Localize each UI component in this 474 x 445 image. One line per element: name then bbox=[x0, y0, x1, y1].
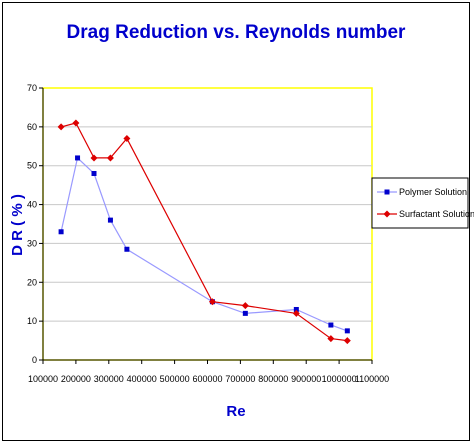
polymer-solution-point bbox=[58, 229, 64, 235]
surfactant-solution-point bbox=[343, 337, 351, 345]
y-tick-labels: 0 10 20 30 40 50 60 70 bbox=[27, 83, 43, 365]
x-tick-label: 700000 bbox=[225, 374, 255, 384]
x-tick-label: 900000 bbox=[291, 374, 321, 384]
polymer-solution-point bbox=[328, 322, 334, 328]
polymer-solution-point bbox=[124, 246, 130, 252]
x-tick-label: 100000 bbox=[28, 374, 58, 384]
legend: Polymer Solution Surfactant Solution bbox=[371, 177, 474, 229]
surfactant-solution-point bbox=[90, 154, 98, 162]
polymer-solution-point bbox=[344, 328, 350, 334]
x-tick-label: 200000 bbox=[61, 374, 91, 384]
x-tick-label: 1000000 bbox=[322, 374, 357, 384]
x-tick-label: 500000 bbox=[160, 374, 190, 384]
x-axis-title: Re bbox=[226, 403, 245, 420]
surfactant-solution-point bbox=[327, 335, 335, 343]
y-tick-label: 20 bbox=[27, 277, 37, 287]
y-tick-label: 60 bbox=[27, 122, 37, 132]
plot-area bbox=[42, 87, 373, 361]
y-tick-label: 40 bbox=[27, 200, 37, 210]
polymer-solution-point bbox=[75, 155, 81, 161]
y-tick-label: 70 bbox=[27, 83, 37, 93]
y-tick-label: 30 bbox=[27, 238, 37, 248]
legend-swatch-marker bbox=[383, 210, 391, 218]
legend-swatch-marker bbox=[384, 189, 390, 195]
polymer-solution-point bbox=[107, 217, 113, 223]
surfactant-solution-point bbox=[241, 302, 249, 310]
legend-label-surfactant-solution: Surfactant Solution bbox=[399, 209, 474, 219]
x-tick-label: 400000 bbox=[127, 374, 157, 384]
x-tick-label: 800000 bbox=[258, 374, 288, 384]
polymer-solution-line bbox=[60, 156, 348, 332]
surfactant-solution-point bbox=[208, 298, 216, 306]
y-tick-label: 10 bbox=[27, 316, 37, 326]
x-tick-labels: 100000 200000 300000 400000 500000 600000 7000… bbox=[28, 360, 389, 384]
y-tick-label: 50 bbox=[27, 161, 37, 171]
x-tick-label: 300000 bbox=[94, 374, 124, 384]
x-tick-label: 600000 bbox=[192, 374, 222, 384]
surfactant-solution-line bbox=[60, 122, 348, 342]
polymer-solution-point bbox=[293, 306, 299, 312]
legend-label-polymer-solution: Polymer Solution bbox=[399, 187, 467, 197]
legend-box bbox=[371, 177, 469, 229]
x-tick-label: 1100000 bbox=[355, 374, 389, 384]
y-axis-title: D R ( % ) bbox=[9, 194, 26, 256]
chart-title: Drag Reduction vs. Reynolds number bbox=[67, 22, 406, 43]
polymer-solution-point bbox=[91, 170, 97, 176]
series-lines bbox=[60, 122, 348, 342]
surfactant-solution-point bbox=[106, 154, 114, 162]
surfactant-solution-point bbox=[57, 123, 65, 131]
gridlines bbox=[43, 126, 372, 322]
y-tick-label: 0 bbox=[32, 355, 37, 365]
polymer-solution-point bbox=[242, 310, 248, 316]
surfactant-solution-point bbox=[292, 309, 300, 317]
series-markers bbox=[57, 119, 351, 345]
surfactant-solution-point bbox=[123, 135, 131, 143]
surfactant-solution-point bbox=[72, 119, 80, 127]
